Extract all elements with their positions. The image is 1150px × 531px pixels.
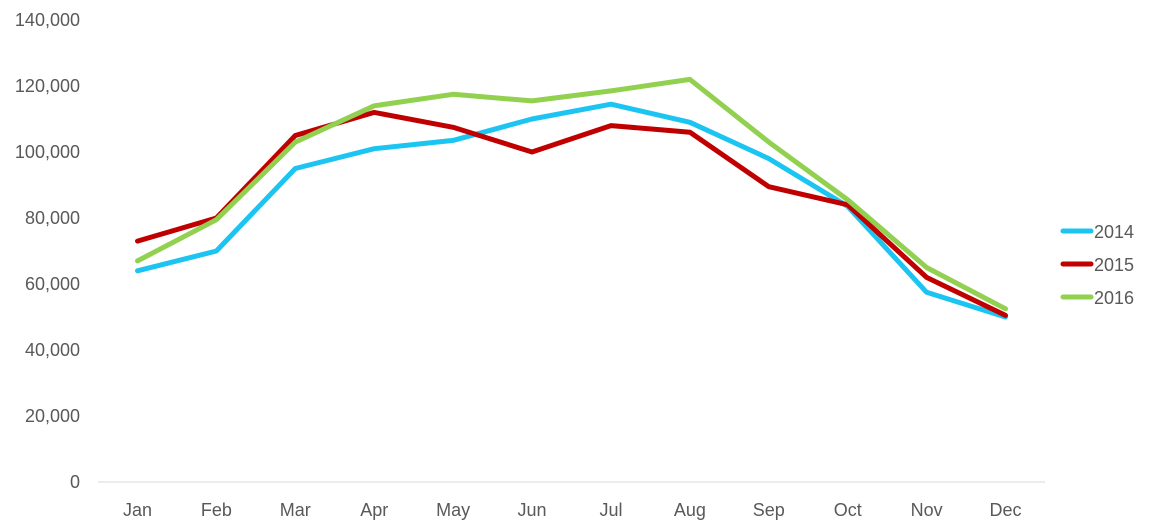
x-tick-label: May	[436, 500, 470, 520]
y-axis-tick-labels: 0 20,000 40,000 60,000 80,000 100,000 120,000 1…	[15, 10, 80, 492]
legend-label: 2016	[1094, 288, 1134, 308]
y-tick-label: 20,000	[25, 406, 80, 426]
x-tick-label: Oct	[834, 500, 862, 520]
x-axis-tick-labels: Jan Feb Mar Apr May Jun Jul Aug Sep Oct Nov Dec	[123, 500, 1022, 520]
series-lines	[135, 76, 1008, 320]
x-tick-label: Jul	[599, 500, 622, 520]
x-tick-label: Apr	[360, 500, 388, 520]
y-tick-label: 60,000	[25, 274, 80, 294]
x-tick-label: Jun	[518, 500, 547, 520]
legend-item-2016: 2016	[1060, 288, 1134, 308]
y-tick-label: 120,000	[15, 76, 80, 96]
y-tick-label: 0	[70, 472, 80, 492]
series-line-2016	[135, 76, 1008, 312]
legend: 2014 2015 2016	[1060, 222, 1134, 308]
legend-item-2014: 2014	[1060, 222, 1134, 242]
x-tick-label: Mar	[280, 500, 311, 520]
legend-item-2015: 2015	[1060, 255, 1134, 275]
y-tick-label: 80,000	[25, 208, 80, 228]
y-tick-label: 100,000	[15, 142, 80, 162]
y-tick-label: 40,000	[25, 340, 80, 360]
x-tick-label: Dec	[990, 500, 1022, 520]
series-line-2014	[135, 101, 1008, 320]
x-tick-label: Jan	[123, 500, 152, 520]
legend-label: 2015	[1094, 255, 1134, 275]
x-tick-label: Nov	[911, 500, 943, 520]
legend-label: 2014	[1094, 222, 1134, 242]
x-tick-label: Aug	[674, 500, 706, 520]
series-line-2015	[135, 109, 1008, 318]
x-tick-label: Feb	[201, 500, 232, 520]
y-tick-label: 140,000	[15, 10, 80, 30]
x-tick-label: Sep	[753, 500, 785, 520]
